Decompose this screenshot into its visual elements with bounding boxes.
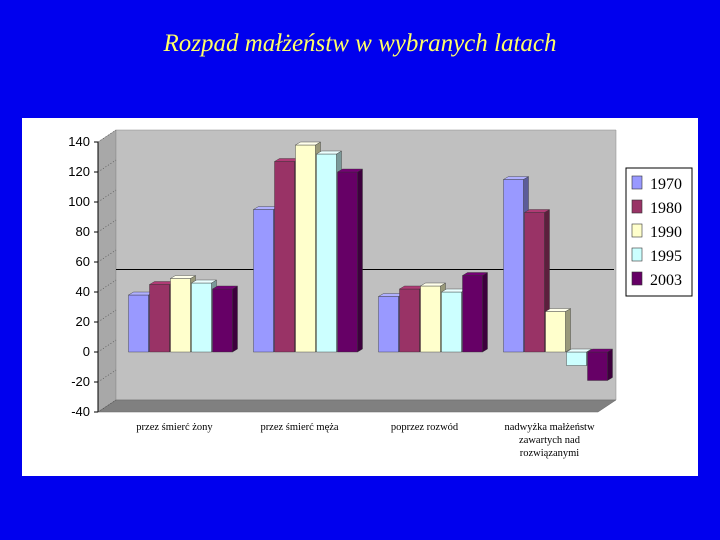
bar-front <box>316 153 337 353</box>
bar-top <box>565 348 593 353</box>
bar-front <box>503 179 524 353</box>
y-tick-label: 20 <box>76 314 90 329</box>
legend-swatch <box>631 175 643 190</box>
bar-top <box>419 282 447 287</box>
y-depth-tick <box>97 279 117 293</box>
bar-front <box>170 278 191 353</box>
bar-front <box>420 285 441 353</box>
floor <box>97 399 617 413</box>
bar-side <box>482 272 488 353</box>
side-wall <box>97 129 117 413</box>
y-depth-tick <box>97 399 117 413</box>
legend: 1970 1980 1990 1995 2003 <box>625 167 693 297</box>
bar-chart: 140 120 100 80 60 40 20 0 -20 -40 przez śmierć żo… <box>68 129 693 459</box>
bar-top <box>315 150 343 155</box>
bar-front <box>399 288 420 353</box>
bar-side <box>565 308 571 353</box>
bar-top <box>169 275 197 279</box>
chart-panel: 140 120 100 80 60 40 20 0 -20 -40 przez śmierć żo… <box>22 118 698 476</box>
category-label: rozwiązanymi <box>520 448 580 459</box>
y-tick-label: 140 <box>68 134 90 149</box>
bar-front <box>566 351 587 366</box>
y-tick-label: -20 <box>71 374 90 389</box>
legend-swatch <box>631 271 643 286</box>
bar-front <box>462 275 483 353</box>
y-depth-tick <box>97 219 117 233</box>
bar-front <box>337 171 358 353</box>
y-depth-tick <box>97 189 117 203</box>
bar-top <box>586 348 614 353</box>
y-tick-label: 40 <box>76 284 90 299</box>
legend-label: 1970 <box>650 176 682 193</box>
category-label: przez śmierć męża <box>260 422 338 433</box>
bar-front <box>212 288 233 353</box>
y-tick-label: 100 <box>68 194 90 209</box>
bar <box>544 308 572 353</box>
bar-top <box>523 209 551 213</box>
bar-front <box>545 311 566 353</box>
y-depth-tick <box>97 159 117 173</box>
bar-side <box>607 348 613 381</box>
y-tick-label: 80 <box>76 224 90 239</box>
y-tick-label: 0 <box>83 344 90 359</box>
y-depth-tick <box>97 369 117 383</box>
bar <box>461 272 489 353</box>
category-label: zawartych nad <box>519 435 581 446</box>
bar-top <box>294 141 322 146</box>
bars <box>127 141 614 381</box>
legend-label: 2003 <box>650 272 682 289</box>
slide-title: Rozpad małżeństw w wybranych latach <box>163 30 557 57</box>
category-label: poprzez rozwód <box>391 422 459 433</box>
bar-front <box>295 144 316 353</box>
bar-side <box>357 168 363 353</box>
bar-front <box>441 291 462 353</box>
y-depth-tick <box>97 129 117 143</box>
bar-side <box>232 285 238 353</box>
y-tick-label: -40 <box>71 404 90 419</box>
legend-swatch <box>631 247 643 262</box>
y-depth-tick <box>97 249 117 263</box>
bar <box>586 348 614 381</box>
bar-top <box>211 285 239 290</box>
y-axis: 140 120 100 80 60 40 20 0 -20 -40 <box>68 129 117 419</box>
bar-top <box>190 279 218 284</box>
bar <box>211 285 239 353</box>
category-label: nadwyżka małżeństw <box>504 422 595 433</box>
y-depth-tick <box>97 339 117 353</box>
bar-top <box>544 308 572 312</box>
y-tick-label: 120 <box>68 164 90 179</box>
bar-front <box>128 294 149 353</box>
bar-front <box>378 296 399 353</box>
category-labels: przez śmierć żony przez śmierć męża poprze… <box>136 422 595 459</box>
category-label: przez śmierć żony <box>136 422 213 433</box>
legend-swatch <box>631 199 643 214</box>
y-depth-tick <box>97 309 117 323</box>
legend-swatch <box>631 223 643 238</box>
bar-front <box>253 209 274 353</box>
bar <box>336 168 364 353</box>
bar-front <box>524 212 545 353</box>
bar-front <box>149 284 170 353</box>
bar-front <box>191 282 212 353</box>
bar-front <box>274 161 295 353</box>
legend-label: 1990 <box>650 224 682 241</box>
bar-top <box>502 176 530 180</box>
y-tick-label: 60 <box>76 254 90 269</box>
bar-top <box>461 272 489 276</box>
bar-front <box>587 351 608 381</box>
bar-top <box>336 168 364 173</box>
legend-label: 1995 <box>650 248 682 265</box>
legend-label: 1980 <box>650 200 682 217</box>
